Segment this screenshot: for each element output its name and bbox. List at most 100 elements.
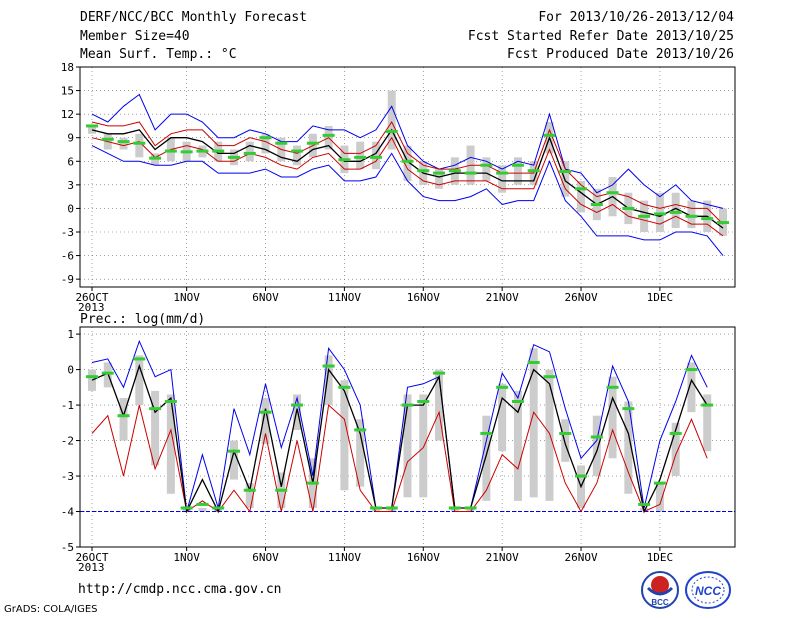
prec-spread-box [387,507,396,512]
temp-spread-box [498,165,507,193]
temp-xtick-label: 1DEC [647,291,674,304]
temp-xtick-label: 6NOV [252,291,279,304]
prec-max-line [91,339,708,512]
prec-median-mark [622,407,635,411]
prec-median-mark [164,400,177,404]
temp-median-mark [385,129,398,133]
temp-median-mark [448,169,461,173]
prec-median-mark [685,368,698,372]
temp-spread-box [356,141,365,170]
temp-xtick-label: 16NOV [407,291,440,304]
prec-spread-box [245,483,254,508]
bcc-logo-text: BCC [651,598,669,607]
temp-median-mark [322,133,335,137]
temp-median-mark [338,158,351,162]
prec-lower-line [91,404,708,513]
prec-spread-box [419,394,428,498]
prec-median-mark [117,414,130,418]
prec-median-mark [180,506,193,510]
temp-median-mark [149,156,162,160]
prec-spread-box [151,390,160,466]
prec-spread-box [561,419,570,462]
temp-median-mark [717,221,729,225]
temp-panel-title: Mean Surf. Temp.: °C [80,47,237,62]
prec-xtick-label: 1DEC [647,551,674,564]
prec-median-mark [385,506,398,510]
temp-median-mark [685,214,698,218]
prec-median-mark [354,428,367,432]
temp-spread-box [435,169,444,189]
temp-spread-box [88,125,96,134]
temp-median-mark [86,124,98,128]
temp-median-mark [511,163,524,167]
temp-spread-box [687,200,696,229]
prec-xtick-label: 1NOV [173,551,200,564]
temp-max-line [91,93,724,209]
prec-median-mark [417,400,430,404]
temp-median-mark [606,191,619,195]
temp-ytick-label: 9 [67,132,74,145]
prec-spread-box [671,422,680,477]
temp-median-mark [180,150,193,154]
prec-spread-box [119,397,128,441]
prec-spread-box [88,369,96,391]
temp-median-mark [117,140,130,144]
prec-spread-box [435,369,444,441]
temp-median-mark [433,171,446,175]
temp-median-mark [464,171,477,175]
prec-median-mark [259,410,272,414]
temp-xtick-label: 26NOV [564,291,597,304]
temp-median-mark [496,171,509,175]
temp-median-mark [401,159,414,163]
prec-median-mark [369,506,382,510]
temp-spread-box [671,192,680,229]
bcc-logo: BCC [641,571,679,609]
temp-spread-box [513,157,522,185]
prec-ytick-label: 1 [67,328,74,341]
temp-median-mark [212,149,225,153]
footer-url[interactable]: http://cmdp.ncc.cma.gov.cn [78,582,282,597]
prec-median-mark [212,506,225,510]
prec-median-mark [306,481,319,485]
prec-median-mark [133,357,146,361]
prec-median-mark [480,431,493,435]
temp-year-label: 2013 [78,301,105,314]
temp-median-mark [227,155,240,159]
prec-spread-box [482,415,491,501]
prec-median-mark [496,385,509,389]
prec-median-mark [606,385,619,389]
prec-ytick-label: -3 [61,470,74,483]
prec-ytick-label: -4 [61,506,75,519]
prec-ytick-label: -5 [61,541,74,554]
prec-spread-box [324,355,333,406]
prec-median-mark [196,502,209,506]
prec-spread-box [703,394,712,452]
prec-median-mark [653,481,666,485]
prec-spread-box [340,380,349,491]
temp-median-mark [369,155,382,159]
temp-xtick-label: 26OCT [75,291,108,304]
temp-spread-box [655,192,664,232]
temp-ytick-label: 6 [67,155,74,168]
temp-spread-box [135,133,144,158]
temp-xtick-label: 1NOV [173,291,200,304]
prec-xtick-label: 26OCT [75,551,108,564]
prec-year-label: 2013 [78,561,105,574]
temp-xtick-label: 11NOV [328,291,361,304]
temp-median-mark [259,136,272,140]
started-date: Fcst Started Refer Date 2013/10/25 [467,29,734,44]
temp-median-mark [133,141,146,145]
temp-median-mark [291,149,304,153]
temp-spread-box [371,141,380,170]
temp-ytick-label: -9 [61,273,74,286]
temp-min-line [91,145,724,256]
temp-ytick-label: 12 [61,108,74,121]
prec-xtick-label: 21NOV [486,551,519,564]
prec-spread-box [592,415,601,477]
prec-spread-box [261,397,270,445]
temp-ytick-label: -3 [61,226,74,239]
temp-median-mark [653,212,666,216]
prec-median-mark [243,488,256,492]
